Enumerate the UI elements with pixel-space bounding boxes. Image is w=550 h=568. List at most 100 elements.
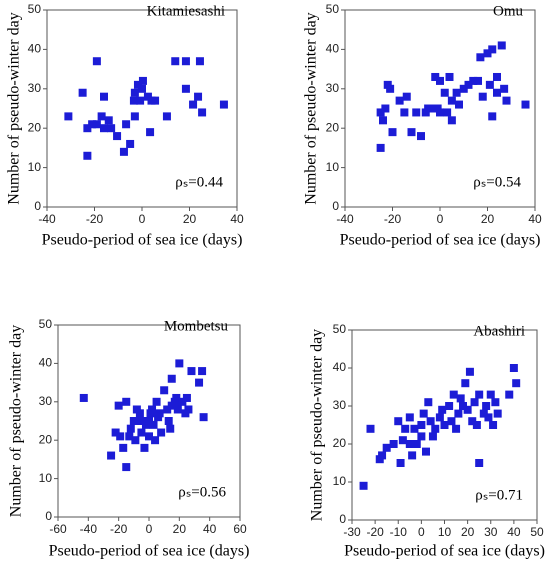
point [435, 413, 444, 422]
point [472, 421, 481, 429]
point [111, 428, 120, 437]
point [100, 92, 108, 101]
point [219, 100, 228, 109]
y-tick-label: 20 [333, 436, 347, 450]
point [381, 104, 390, 113]
point [157, 428, 166, 437]
point [488, 112, 497, 121]
point [182, 393, 191, 402]
point [100, 124, 108, 133]
point [436, 108, 444, 117]
point [475, 459, 484, 467]
x-tick-label: -40 [80, 522, 98, 536]
y-axis-label: Number of pseudo-winter day [303, 12, 320, 204]
point [497, 41, 506, 50]
point [163, 405, 172, 414]
point [122, 397, 131, 406]
x-tick-label: -20 [86, 212, 104, 226]
y-tick-label: 20 [28, 120, 42, 134]
point [424, 398, 433, 407]
point [505, 390, 514, 399]
panel: -30 -20 -10 0 10 20 30 40 50 0 10 20 30 40 50 Pseudo-pe… [309, 322, 545, 560]
y-tick-label: 50 [28, 2, 42, 16]
y-tick-label: 10 [39, 471, 53, 485]
point [484, 413, 493, 422]
x-tick-label: -20 [110, 522, 128, 536]
point [366, 424, 375, 433]
point [376, 143, 385, 152]
point [500, 84, 509, 93]
point [445, 402, 454, 410]
point [152, 397, 161, 406]
x-tick-label: -20 [366, 525, 384, 539]
point [456, 394, 465, 403]
point [199, 413, 208, 422]
point [424, 104, 433, 113]
x-tick-label: 0 [139, 212, 146, 226]
annotation: ρₛ=0.54 [473, 174, 521, 190]
point [171, 57, 180, 66]
point [137, 428, 146, 437]
point [440, 421, 449, 429]
point [459, 402, 467, 410]
point [83, 151, 92, 160]
point [145, 417, 153, 425]
point [486, 390, 495, 399]
x-tick-label: -10 [390, 525, 408, 539]
point [126, 139, 135, 148]
point [140, 443, 149, 452]
point [502, 96, 511, 105]
point [198, 108, 207, 117]
point [149, 420, 158, 429]
point [491, 398, 500, 407]
annotation: ρₛ=0.44 [175, 174, 223, 190]
point [146, 128, 155, 137]
point [160, 386, 169, 395]
x-tick-label: 20 [481, 212, 495, 226]
x-tick-label: 20 [461, 525, 475, 539]
x-tick-label: -40 [336, 212, 354, 226]
point [493, 409, 502, 418]
x-tick-label: -40 [38, 212, 56, 226]
y-tick-label: 50 [39, 317, 53, 331]
point [389, 440, 398, 448]
point [447, 417, 456, 426]
point [114, 401, 123, 410]
point [83, 124, 92, 133]
y-tick-label: 40 [28, 42, 42, 56]
point [407, 128, 416, 137]
x-tick-label: 40 [230, 212, 244, 226]
point [459, 84, 468, 93]
point [162, 112, 171, 121]
point [493, 72, 501, 81]
point [78, 88, 87, 97]
point [447, 116, 456, 125]
point [173, 405, 182, 414]
point [130, 112, 139, 121]
point [122, 463, 131, 472]
point [164, 417, 173, 425]
y-tick-label: 0 [339, 512, 346, 526]
point [97, 112, 106, 121]
point [455, 100, 463, 109]
point [195, 378, 204, 387]
point [172, 393, 181, 402]
point [104, 116, 113, 125]
point [454, 409, 463, 418]
x-axis-label: Pseudo-period of sea ice (days) [344, 543, 545, 560]
point [400, 108, 409, 117]
point [461, 379, 470, 388]
point [469, 76, 478, 85]
y-tick-label: 10 [28, 160, 42, 174]
point [417, 132, 425, 141]
point [483, 49, 492, 58]
point [167, 401, 176, 410]
panel-title: Omu [493, 3, 524, 19]
x-tick-label: -60 [49, 522, 67, 536]
x-tick-label: 40 [507, 525, 521, 539]
point [405, 440, 414, 448]
point [138, 84, 146, 93]
point [476, 53, 485, 62]
x-tick-label: -30 [343, 525, 361, 539]
